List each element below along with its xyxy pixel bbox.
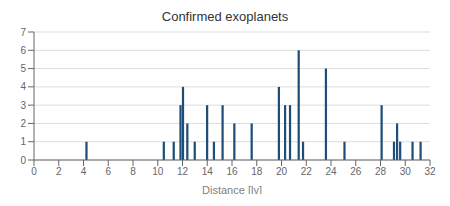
svg-text:16: 16 — [226, 166, 238, 177]
svg-text:28: 28 — [375, 166, 387, 177]
svg-text:12: 12 — [177, 166, 189, 177]
svg-text:20: 20 — [276, 166, 288, 177]
svg-text:2: 2 — [20, 118, 26, 129]
svg-text:14: 14 — [202, 166, 214, 177]
svg-text:6: 6 — [105, 166, 111, 177]
svg-text:26: 26 — [350, 166, 362, 177]
svg-text:24: 24 — [325, 166, 337, 177]
svg-text:1: 1 — [20, 136, 26, 147]
svg-text:7: 7 — [20, 27, 26, 38]
svg-text:6: 6 — [20, 45, 26, 56]
svg-text:32: 32 — [424, 166, 436, 177]
svg-text:0: 0 — [20, 155, 26, 166]
svg-text:Distance [ly]: Distance [ly] — [202, 184, 262, 194]
html-text:Confirmed exoplanets: Confirmed exoplanets — [161, 9, 289, 24]
svg-text:10: 10 — [152, 166, 164, 177]
svg-text:4: 4 — [81, 166, 87, 177]
svg-text:0: 0 — [31, 166, 37, 177]
svg-text:3: 3 — [20, 100, 26, 111]
svg-text:22: 22 — [301, 166, 313, 177]
svg-text:8: 8 — [130, 166, 136, 177]
svg-text:2: 2 — [56, 166, 62, 177]
svg-text:30: 30 — [400, 166, 412, 177]
svg-text:18: 18 — [251, 166, 263, 177]
svg-text:4: 4 — [20, 81, 26, 92]
svg-text:5: 5 — [20, 63, 26, 74]
